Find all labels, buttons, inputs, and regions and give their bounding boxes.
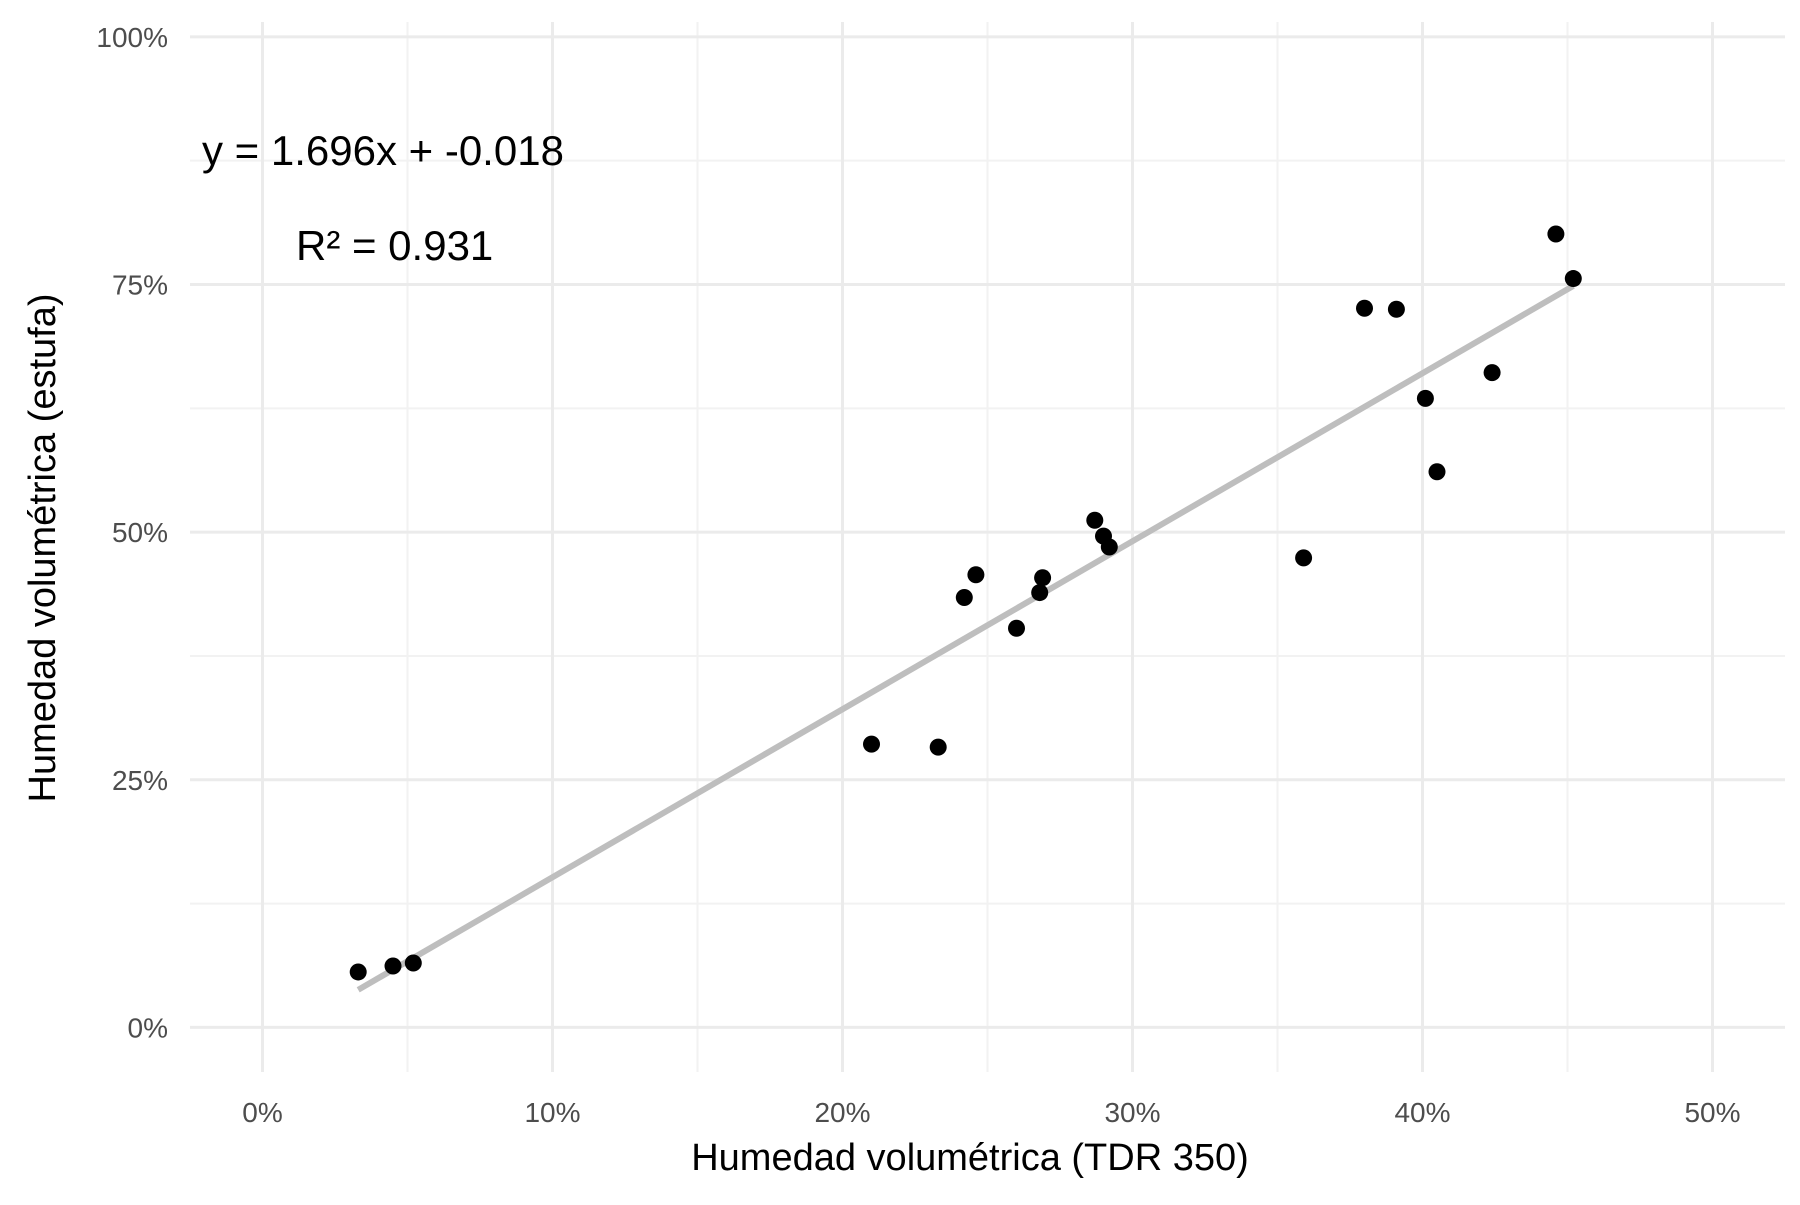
data-point [384,957,402,975]
data-point [967,566,985,584]
data-point [1483,364,1501,382]
data-point [1564,270,1582,288]
data-point [1100,538,1118,556]
y-axis-title: Humedad volumétrica (estufa) [22,294,64,803]
data-point [1295,549,1313,567]
data-point [1034,569,1052,587]
y-tick-label: 75% [112,270,168,301]
x-tick-label: 50% [1684,1097,1740,1128]
grid-lines [190,22,1785,1072]
data-points [349,225,1582,981]
y-tick-label: 0% [128,1012,168,1043]
r-squared-label: R² = 0.931 [296,222,493,269]
x-axis-tick-labels: 0% 10% 20% 30% 40% 50% [242,1097,1740,1128]
data-point [1086,511,1104,529]
x-tick-label: 40% [1394,1097,1450,1128]
x-tick-label: 10% [524,1097,580,1128]
x-tick-label: 30% [1104,1097,1160,1128]
data-point [863,735,880,753]
regression-line [356,283,1575,993]
data-point [1387,300,1405,318]
data-point [1008,619,1025,637]
data-point [1428,463,1446,481]
y-tick-label: 50% [112,517,168,548]
data-point [1031,584,1049,602]
x-tick-label: 20% [814,1097,870,1128]
data-point [955,589,973,607]
data-point [1547,225,1565,243]
fit-line-layer [356,283,1575,993]
data-point [1416,389,1434,407]
data-point [929,738,947,756]
data-point [349,963,367,981]
data-point [1356,299,1373,317]
x-tick-label: 0% [242,1097,282,1128]
y-tick-label: 25% [112,765,168,796]
data-point [404,954,422,972]
y-axis-tick-labels: 0% 25% 50% 75% 100% [96,22,168,1044]
x-axis-title: Humedad volumétrica (TDR 350) [691,1137,1249,1179]
regression-equation: y = 1.696x + -0.018 [202,127,564,174]
y-tick-label: 100% [96,22,168,53]
